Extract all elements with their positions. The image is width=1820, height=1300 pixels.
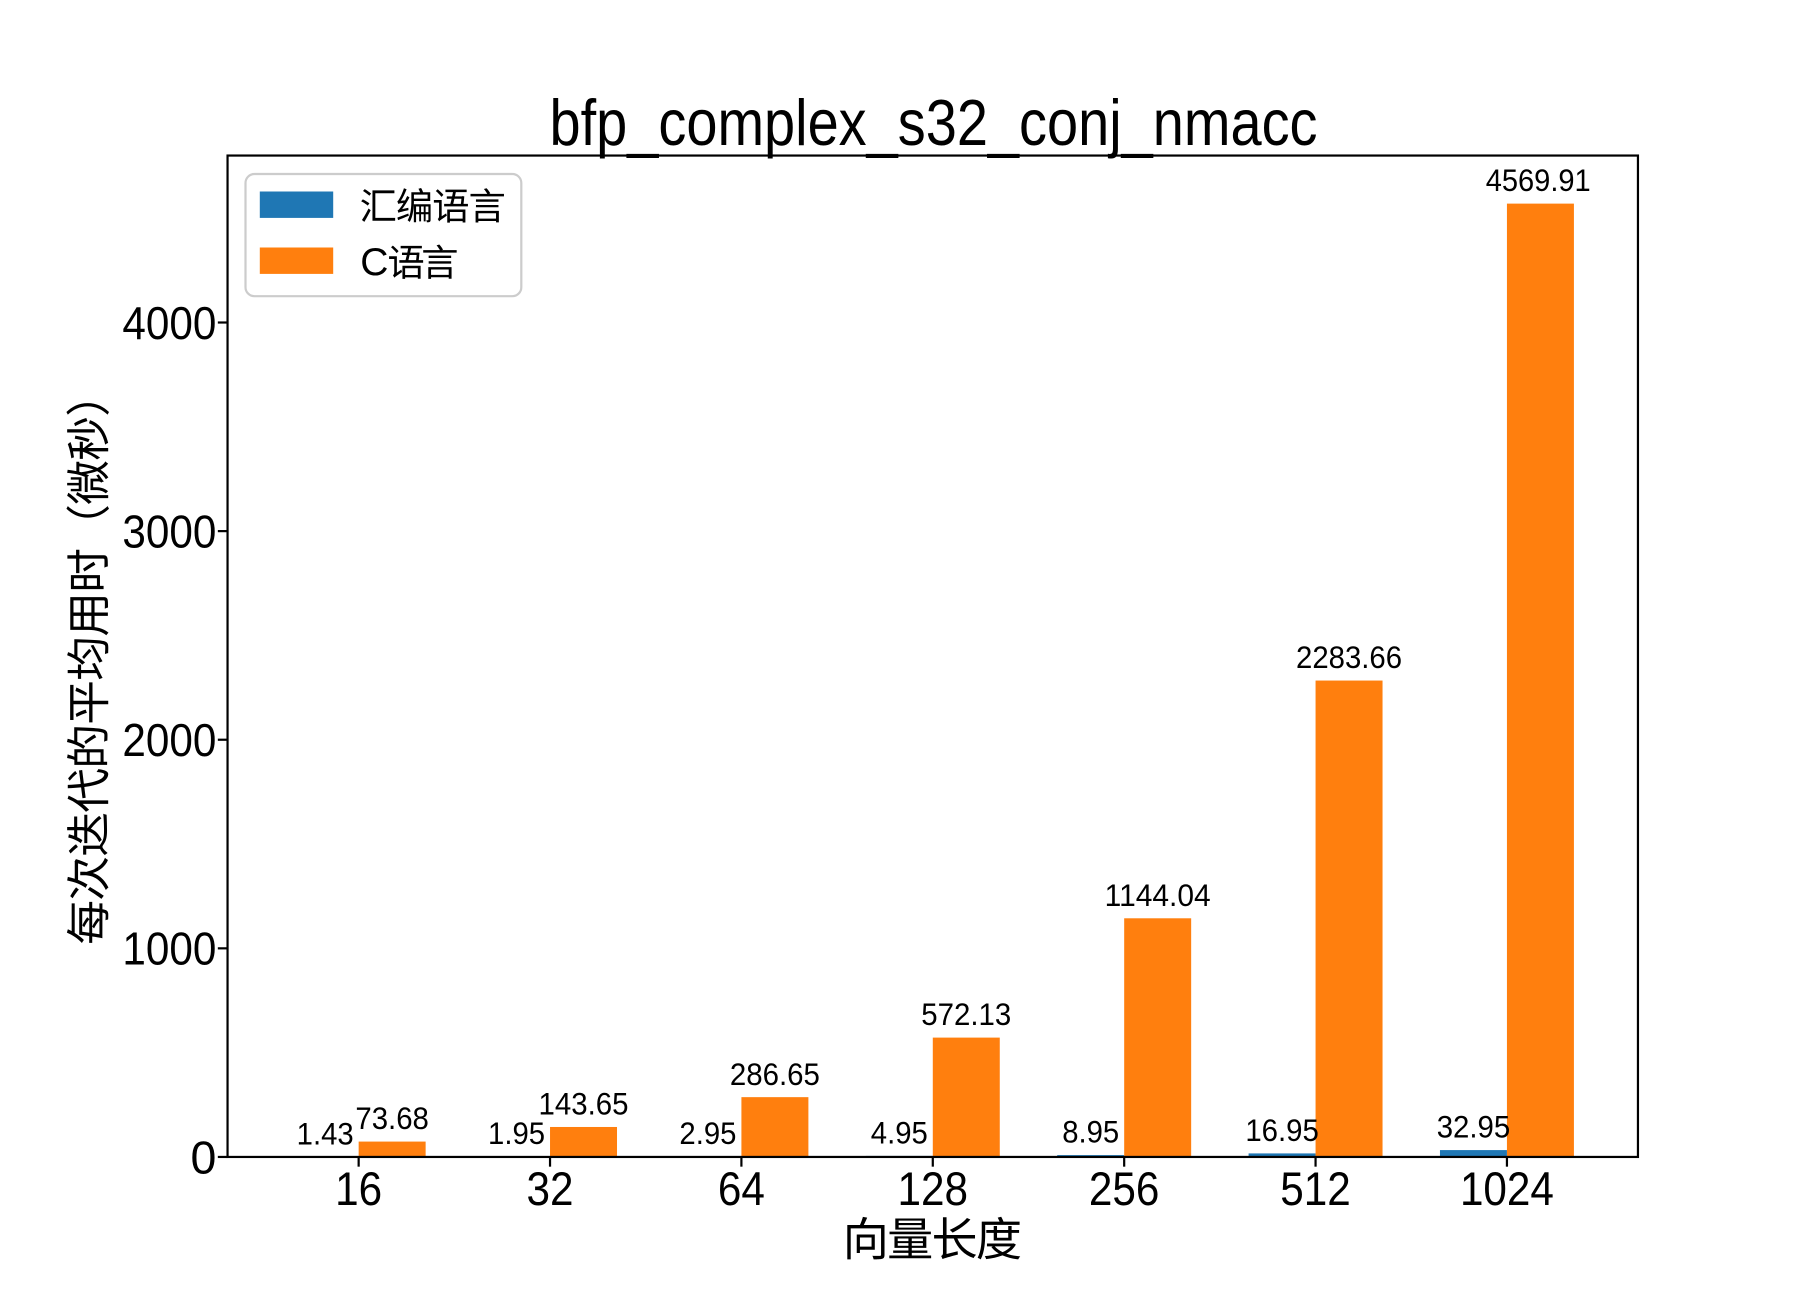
svg-text:bfp_complex_s32_conj_nmacc: bfp_complex_s32_conj_nmacc: [550, 86, 1318, 159]
svg-text:4569.91: 4569.91: [1486, 162, 1591, 198]
svg-text:256: 256: [1089, 1163, 1160, 1216]
svg-text:8.95: 8.95: [1062, 1114, 1119, 1150]
svg-text:3000: 3000: [122, 505, 216, 557]
svg-text:73.68: 73.68: [355, 1100, 429, 1136]
svg-text:1.95: 1.95: [488, 1115, 545, 1151]
svg-text:2.95: 2.95: [679, 1115, 736, 1151]
svg-text:32: 32: [527, 1163, 574, 1216]
svg-text:2283.66: 2283.66: [1296, 639, 1402, 675]
svg-text:1144.04: 1144.04: [1105, 877, 1211, 913]
svg-text:16: 16: [335, 1163, 382, 1216]
svg-text:4000: 4000: [122, 297, 216, 349]
svg-text:0: 0: [191, 1131, 217, 1183]
svg-text:32.95: 32.95: [1437, 1109, 1511, 1145]
svg-text:C: C: [360, 241, 388, 284]
svg-text:4.95: 4.95: [871, 1115, 928, 1151]
svg-text:1024: 1024: [1460, 1163, 1554, 1216]
svg-text:512: 512: [1280, 1163, 1351, 1216]
svg-text:1.43: 1.43: [297, 1115, 354, 1151]
svg-text:16.95: 16.95: [1245, 1112, 1319, 1148]
svg-text:2000: 2000: [122, 714, 216, 766]
svg-text:1000: 1000: [122, 923, 216, 975]
svg-text:572.13: 572.13: [921, 996, 1011, 1032]
svg-text:143.65: 143.65: [539, 1086, 629, 1122]
svg-text:64: 64: [718, 1163, 765, 1216]
svg-text:128: 128: [898, 1163, 969, 1216]
svg-text:286.65: 286.65: [730, 1056, 820, 1092]
